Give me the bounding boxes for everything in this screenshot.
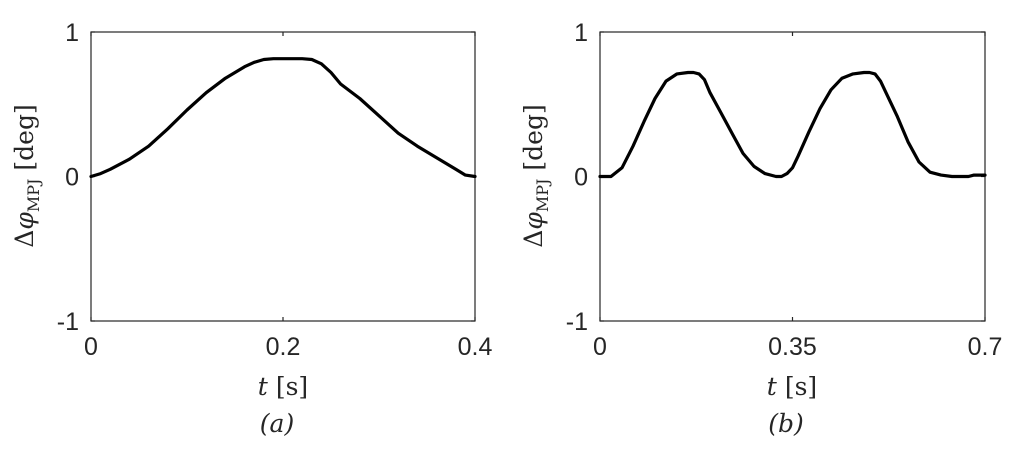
y-label-phi: φ [519,212,548,230]
y-label-phi: φ [10,212,39,230]
x-tick-label: 0.35 [768,333,817,361]
y-label-delta: Δ [519,230,548,248]
x-label-var: t [258,372,269,401]
y-tick-label: -1 [566,308,588,336]
x-axis-label: t [s] [767,372,817,401]
panel-b: 0 0.35 0.7-101 ΔφMPJ[deg] t [s] (b) [519,19,1002,438]
y-tick-label: 1 [574,19,588,47]
y-tick-label: 1 [65,19,79,47]
y-label-delta: Δ [10,230,39,248]
x-tick-label: 0 [84,333,98,361]
y-tick-label: -1 [57,308,79,336]
y-label-unit: [deg] [10,104,39,170]
series-line [598,70,987,179]
panel-caption: (b) [768,409,804,438]
series-line [89,57,477,179]
plot-frame [90,31,476,322]
x-label-unit: [s] [785,372,817,401]
y-tick-label: 0 [65,164,79,192]
x-label-unit: [s] [276,372,308,401]
tick-group: 0 0.35 0.7-101 [566,19,1003,361]
x-tick-label: 0.4 [458,333,493,361]
y-tick-label: 0 [574,164,588,192]
panel-caption: (a) [260,409,294,438]
y-axis-label: ΔφMPJ [deg] [10,104,43,247]
x-axis-label: t [s] [258,372,308,401]
y-label-unit: [deg] [519,104,548,170]
x-tick-label: 0.7 [968,333,1003,361]
tick-group: 0 0.2 0.4-101 [57,19,493,361]
panel-a: 0 0.2 0.4-101 ΔφMPJ[deg] t [s] (a) [10,19,492,438]
y-axis-label: ΔφMPJ [deg] [519,104,552,247]
x-tick-label: 0 [593,333,607,361]
y-label-subscript: MPJ [533,179,552,213]
x-label-var: t [767,372,778,401]
y-label-subscript: MPJ [24,179,43,213]
plot-frame [599,31,986,322]
x-tick-label: 0.2 [266,333,301,361]
